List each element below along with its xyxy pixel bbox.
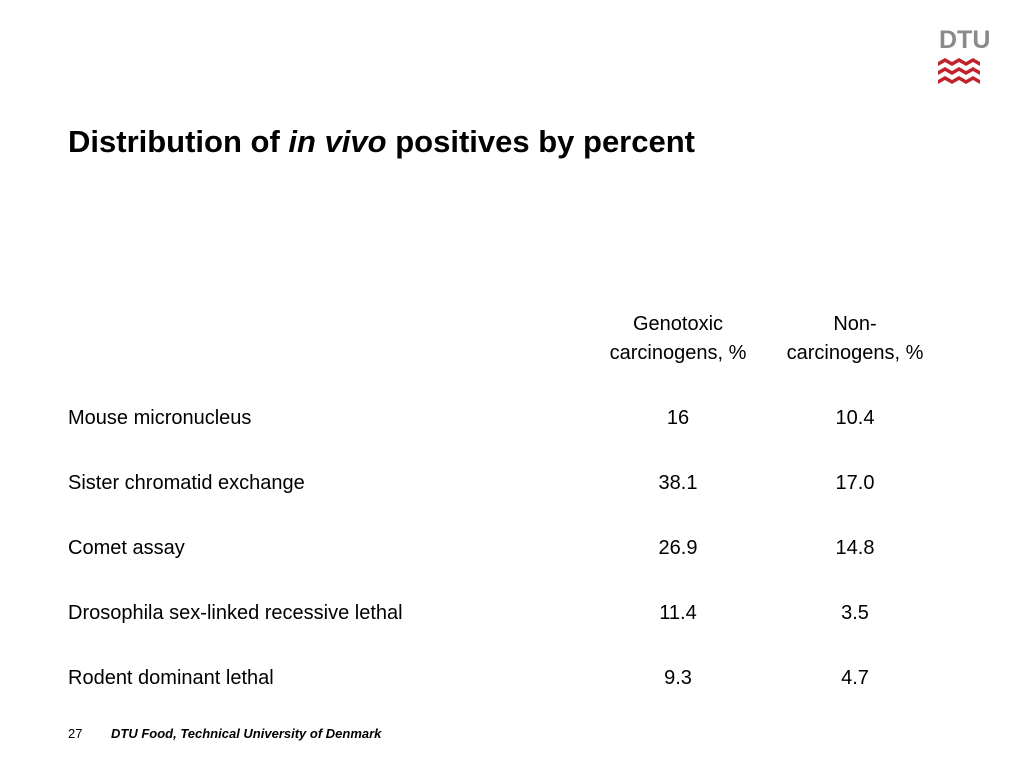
non-carcinogen-value: 4.7 [841, 667, 869, 689]
non-carcinogen-value: 17.0 [835, 472, 875, 494]
page-number: 27 [68, 726, 83, 741]
row-label: Drosophila sex-linked recessive lethal [68, 602, 403, 624]
header-genotoxic-line2: carcinogens, % [609, 342, 747, 364]
header-non-carcinogens-line2: carcinogens, % [786, 342, 924, 364]
row-label: Sister chromatid exchange [68, 472, 305, 494]
table-row: Sister chromatid exchange 38.1 17.0 [68, 468, 968, 498]
dtu-logo: DTU [938, 28, 990, 92]
row-label: Mouse micronucleus [68, 407, 252, 429]
table-row: Drosophila sex-linked recessive lethal 1… [68, 598, 968, 628]
genotoxic-value: 38.1 [658, 472, 698, 494]
table-row: Mouse micronucleus 16 10.4 [68, 403, 968, 433]
table-row: Comet assay 26.9 14.8 [68, 533, 968, 563]
genotoxic-value: 16 [666, 407, 690, 429]
slide-title: Distribution of in vivo positives by per… [68, 122, 695, 162]
table-row: Rodent dominant lethal 9.3 4.7 [68, 663, 968, 693]
logo-text: DTU [939, 26, 991, 54]
title-part-1: Distribution of [68, 124, 289, 159]
non-carcinogen-value: 14.8 [835, 537, 875, 559]
header-genotoxic-line1: Genotoxic [632, 313, 724, 335]
title-italic: in vivo [288, 124, 387, 159]
non-carcinogen-value: 10.4 [835, 407, 875, 429]
footer-text: DTU Food, Technical University of Denmar… [111, 726, 382, 741]
header-genotoxic: Genotoxic carcinogens, % [578, 310, 778, 368]
dtu-waves-icon [938, 58, 980, 84]
title-part-2: positives by percent [386, 124, 695, 159]
genotoxic-value: 26.9 [658, 537, 698, 559]
header-non-carcinogens-line1: Non- [833, 313, 877, 335]
genotoxic-value: 9.3 [664, 667, 692, 689]
genotoxic-value: 11.4 [659, 602, 697, 624]
non-carcinogen-value: 3.5 [841, 602, 869, 624]
header-non-carcinogens: Non- carcinogens, % [755, 310, 955, 368]
row-label: Comet assay [68, 537, 185, 559]
row-label: Rodent dominant lethal [68, 667, 274, 689]
